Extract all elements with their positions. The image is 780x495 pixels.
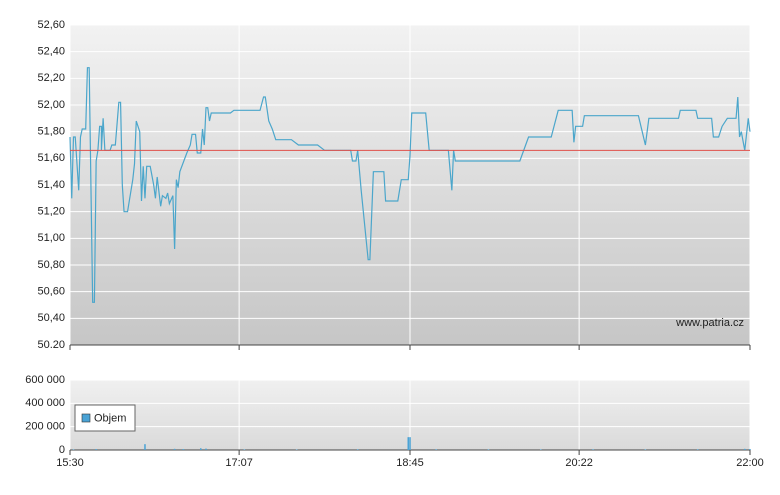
x-tick-label: 18:45	[396, 457, 424, 469]
volume-bar	[95, 449, 97, 450]
y-tick-label: 51,40	[37, 179, 65, 191]
volume-bar	[200, 448, 202, 450]
volume-bar	[408, 437, 410, 450]
volume-bar	[592, 449, 594, 450]
volume-bar	[205, 449, 207, 450]
x-tick-label: 20:22	[565, 457, 593, 469]
x-tick-label: 17:07	[225, 457, 253, 469]
volume-bar	[244, 449, 246, 450]
volume-bar	[73, 449, 75, 450]
y-tick-label: 52,40	[37, 46, 65, 58]
volume-bar	[409, 437, 411, 450]
volume-bar	[183, 449, 185, 450]
y-tick-label: 400 000	[25, 397, 65, 409]
y-tick-label: 51,00	[37, 232, 65, 244]
y-tick-label: 52,00	[37, 99, 65, 111]
volume-bar	[357, 449, 359, 450]
volume-bar	[749, 449, 751, 450]
volume-bar	[174, 449, 176, 450]
y-tick-label: 600 000	[25, 374, 65, 386]
legend-swatch	[82, 414, 90, 422]
y-tick-label: 51,80	[37, 126, 65, 138]
volume-bar	[435, 449, 437, 450]
volume-bar	[645, 449, 647, 450]
y-tick-label: 52,20	[37, 72, 65, 84]
volume-bar	[488, 449, 490, 450]
y-tick-label: 0	[59, 444, 65, 456]
y-tick-label: 50,80	[37, 259, 65, 271]
y-tick-label: 200 000	[25, 421, 65, 433]
y-tick-label: 51,60	[37, 152, 65, 164]
x-tick-label: 22:00	[736, 457, 764, 469]
watermark: www.patria.cz	[675, 317, 744, 329]
y-tick-label: 51,20	[37, 206, 65, 218]
y-tick-label: 50,60	[37, 286, 65, 298]
y-tick-label: 50,40	[37, 312, 65, 324]
volume-bar	[144, 444, 146, 450]
legend-label: Objem	[94, 412, 126, 424]
x-tick-label: 15:30	[56, 457, 84, 469]
y-tick-label: 52,60	[37, 19, 65, 31]
volume-bar	[540, 449, 542, 450]
volume-bar	[744, 449, 746, 450]
volume-bar	[697, 449, 699, 450]
y-tick-label: 50.20	[37, 339, 65, 351]
